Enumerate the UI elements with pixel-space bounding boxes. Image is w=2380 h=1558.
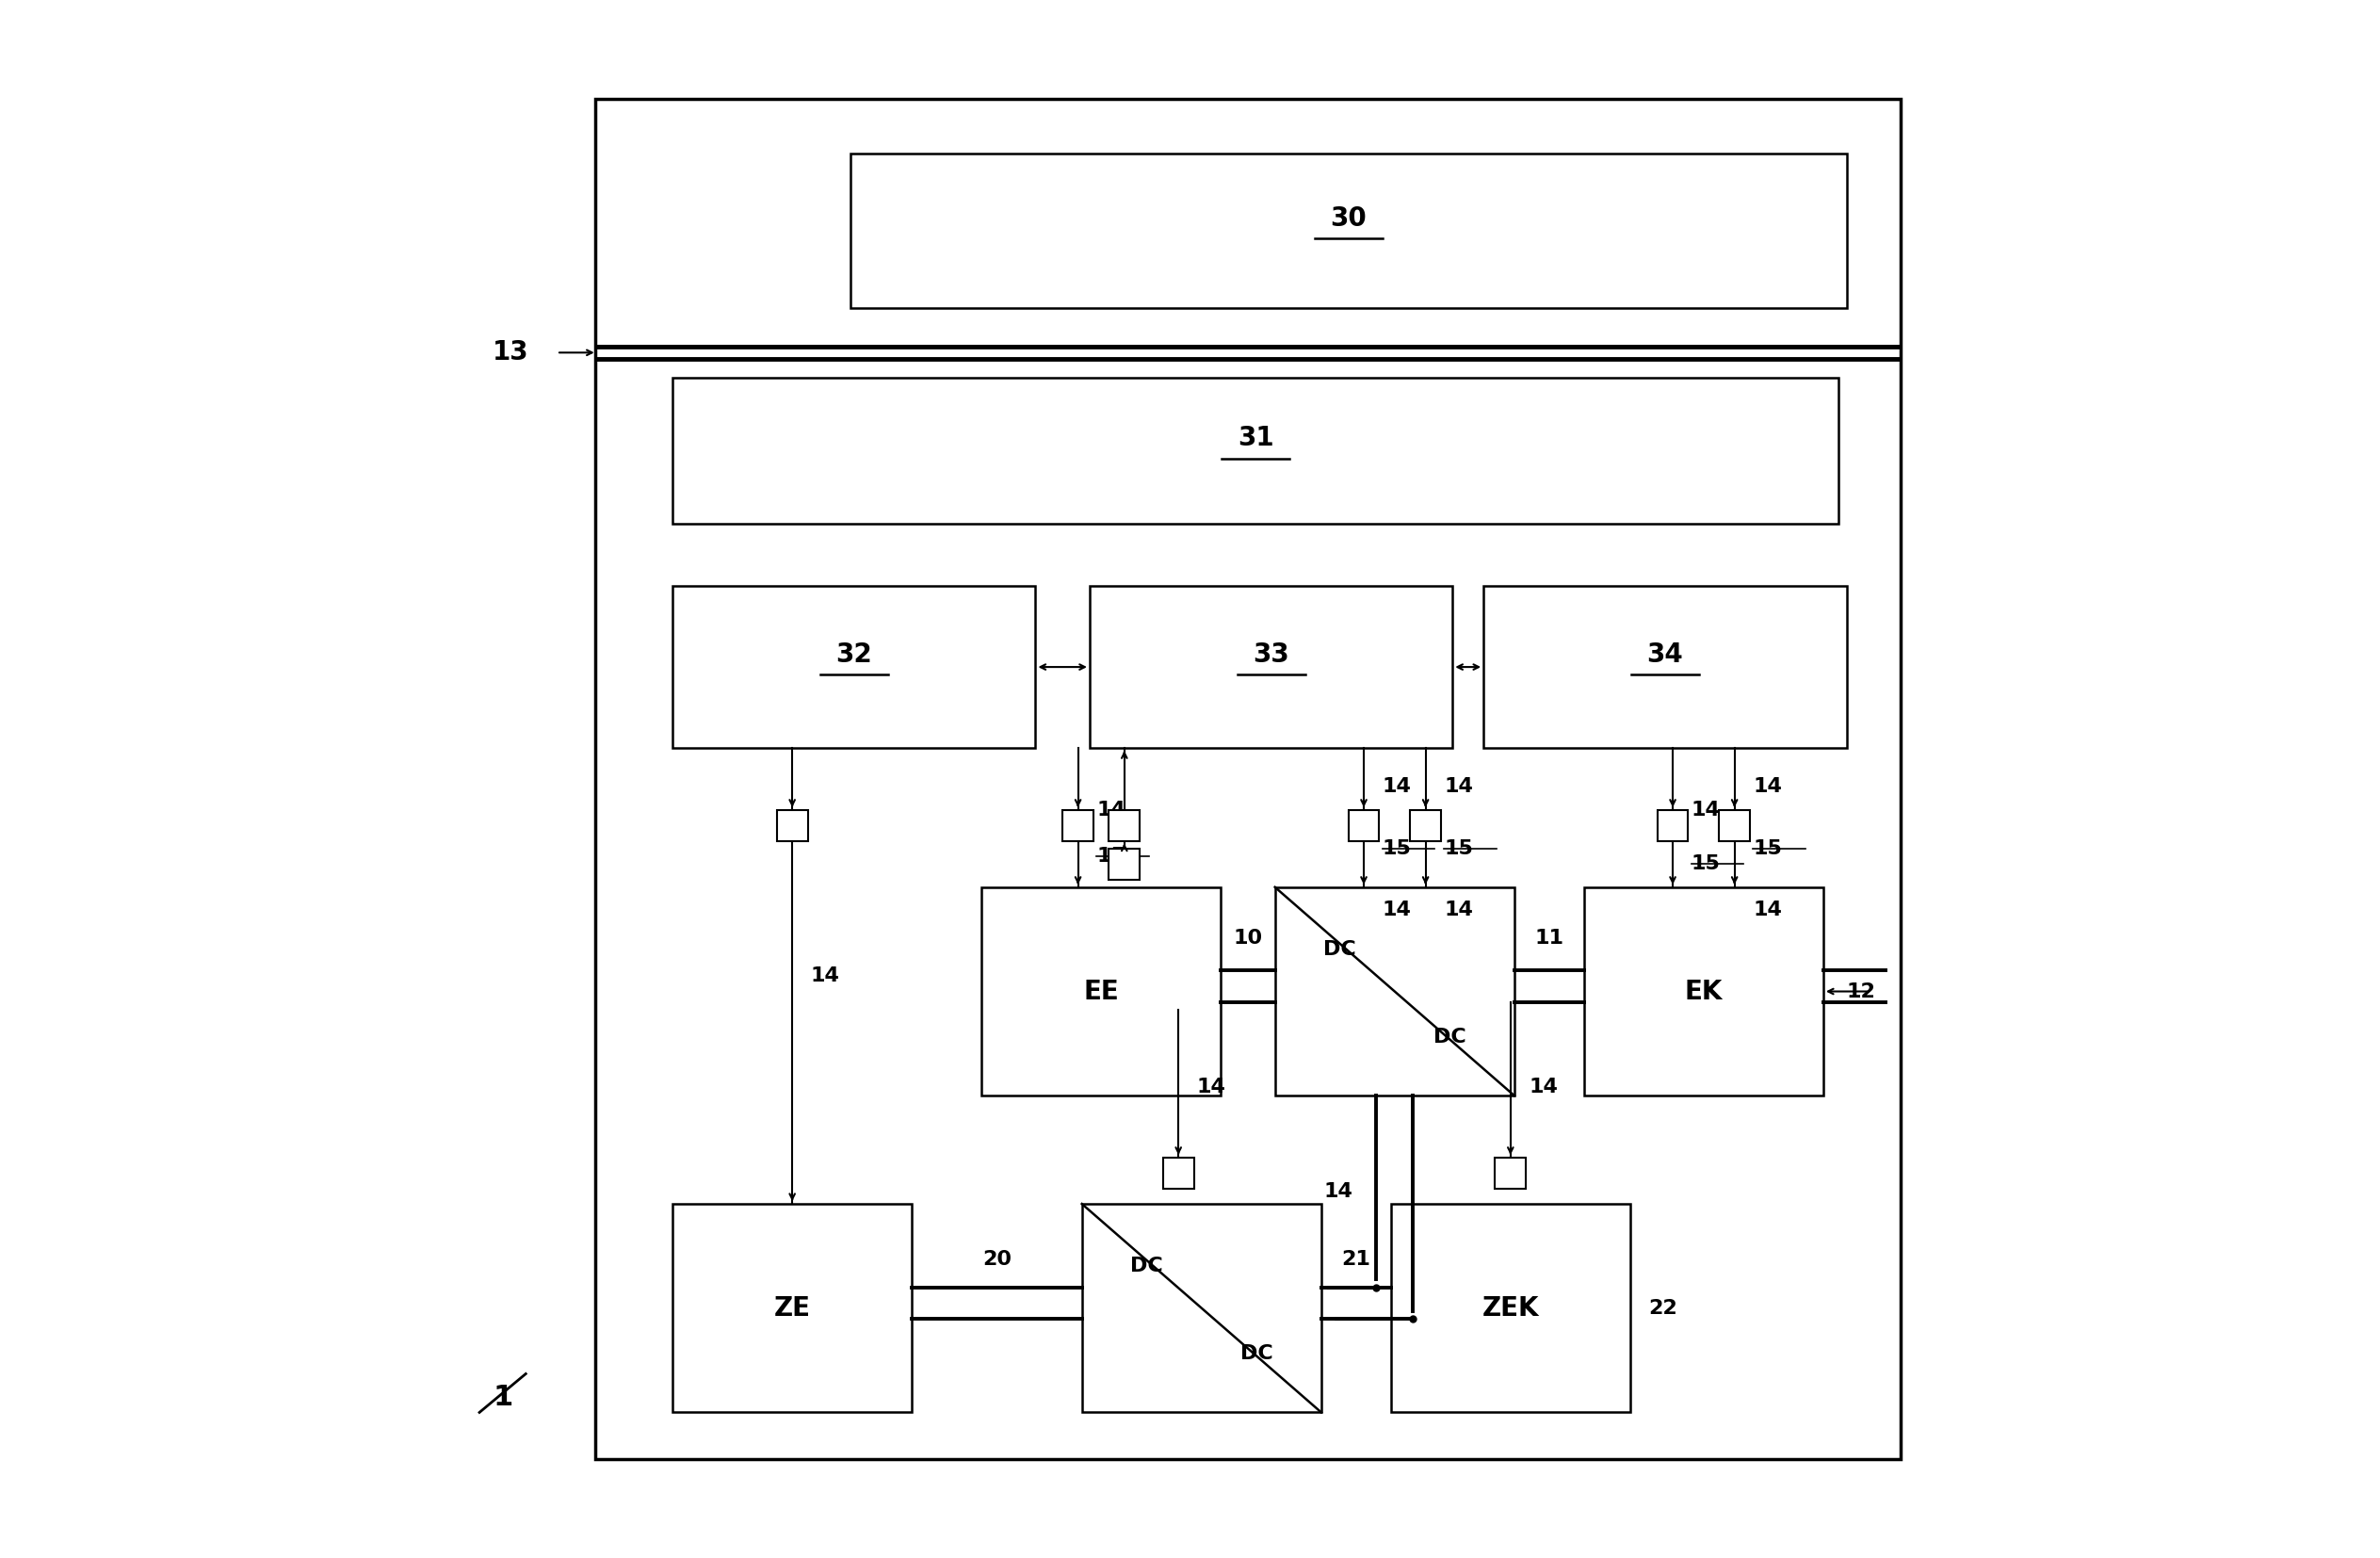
Text: 15: 15 <box>1383 840 1411 858</box>
Text: 14: 14 <box>1323 1183 1352 1201</box>
Bar <box>1109 810 1140 841</box>
Text: 15: 15 <box>1445 840 1473 858</box>
Text: 14: 14 <box>1445 777 1473 796</box>
Bar <box>1483 586 1847 748</box>
Text: 14: 14 <box>1754 777 1783 796</box>
Text: 13: 13 <box>493 340 528 366</box>
Text: 31: 31 <box>1238 425 1273 452</box>
Bar <box>674 1204 912 1413</box>
Bar <box>674 377 1840 523</box>
Text: 14: 14 <box>1383 777 1411 796</box>
Text: 21: 21 <box>1342 1250 1371 1268</box>
Text: 15: 15 <box>1692 854 1721 874</box>
Text: 30: 30 <box>1330 206 1366 232</box>
Text: 14: 14 <box>1528 1078 1559 1097</box>
Text: 15: 15 <box>1097 848 1126 866</box>
Bar <box>1276 887 1514 1095</box>
Bar <box>1349 810 1380 841</box>
Bar <box>1083 1204 1321 1413</box>
Text: 33: 33 <box>1252 642 1290 668</box>
Text: EK: EK <box>1685 978 1723 1005</box>
Text: 14: 14 <box>1383 901 1411 919</box>
Text: 12: 12 <box>1847 982 1875 1000</box>
Text: 1: 1 <box>493 1384 512 1410</box>
Text: 22: 22 <box>1649 1299 1678 1318</box>
Bar <box>1090 586 1452 748</box>
Text: ZEK: ZEK <box>1483 1295 1540 1321</box>
Bar <box>1718 810 1749 841</box>
Text: DC: DC <box>1130 1257 1164 1276</box>
Text: 14: 14 <box>1445 901 1473 919</box>
Text: 34: 34 <box>1647 642 1683 668</box>
Bar <box>595 100 1902 1458</box>
Text: 10: 10 <box>1233 929 1261 947</box>
Bar <box>1109 849 1140 879</box>
Text: 11: 11 <box>1535 929 1564 947</box>
Text: DC: DC <box>1323 941 1357 960</box>
Bar <box>776 810 807 841</box>
Bar <box>674 586 1035 748</box>
Text: EE: EE <box>1083 978 1119 1005</box>
Bar <box>1061 810 1092 841</box>
Bar <box>850 153 1847 308</box>
Text: 20: 20 <box>983 1250 1011 1268</box>
Bar <box>981 887 1221 1095</box>
Text: 14: 14 <box>812 966 840 985</box>
Text: 14: 14 <box>1097 801 1126 820</box>
Bar <box>1409 810 1440 841</box>
Bar <box>1656 810 1687 841</box>
Text: 14: 14 <box>1692 801 1721 820</box>
Text: DC: DC <box>1240 1345 1273 1363</box>
Bar <box>1164 1158 1195 1189</box>
Text: DC: DC <box>1433 1028 1466 1047</box>
Text: 14: 14 <box>1754 901 1783 919</box>
Bar <box>1585 887 1823 1095</box>
Text: 14: 14 <box>1197 1078 1226 1097</box>
Bar <box>1390 1204 1630 1413</box>
Bar <box>1495 1158 1526 1189</box>
Text: ZE: ZE <box>774 1295 812 1321</box>
Text: 32: 32 <box>835 642 873 668</box>
Text: 15: 15 <box>1754 840 1783 858</box>
